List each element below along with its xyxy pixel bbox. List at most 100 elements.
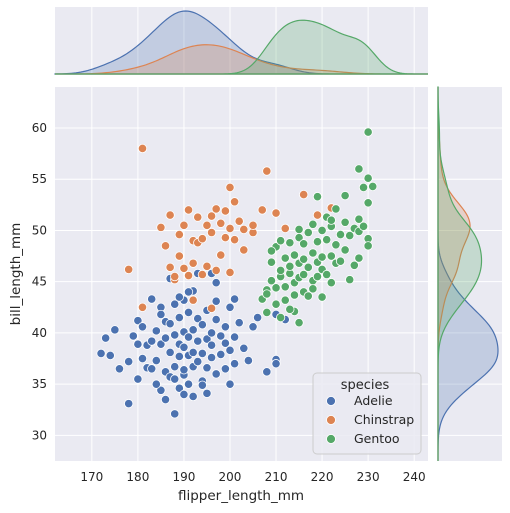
scatter-point-chinstrap [220,233,230,243]
scatter-point-gentoo [317,252,327,262]
scatter-point-chinstrap [202,220,212,230]
y-tick-label: 30 [32,428,47,442]
scatter-point-chinstrap [124,264,134,274]
scatter-point-gentoo [349,260,359,270]
scatter-point-adelie [170,362,180,372]
scatter-point-gentoo [276,236,286,246]
y-tick-label: 55 [32,172,47,186]
y-tick-label: 45 [32,275,47,289]
y-tick-label: 40 [32,326,47,340]
legend-marker-gentoo [326,434,336,444]
legend-box [312,372,422,455]
scatter-point-gentoo [303,291,313,301]
scatter-point-gentoo [280,282,290,292]
scatter-point-chinstrap [312,210,323,220]
x-axis-label: flipper_length_mm [178,488,304,504]
scatter-point-chinstrap [280,223,290,234]
scatter-point-chinstrap [188,258,198,268]
scatter-point-gentoo [308,248,318,258]
scatter-point-gentoo [331,240,341,250]
scatter-point-chinstrap [216,218,226,228]
scatter-point-chinstrap [137,143,148,154]
scatter-point-chinstrap [239,245,249,255]
scatter-point-gentoo [354,214,364,224]
scatter-point-chinstrap [234,216,244,226]
x-tick-label: 170 [80,470,103,484]
scatter-point-adelie [220,322,230,332]
scatter-point-adelie [170,299,180,309]
scatter-point-adelie [179,365,189,375]
y-axis-label: bill_length_mm [8,223,24,326]
x-tick-label: 220 [311,470,334,484]
scatter-point-gentoo [312,271,323,282]
scatter-point-gentoo [354,164,364,174]
scatter-point-adelie [170,409,180,419]
scatter-point-adelie [225,302,235,312]
scatter-point-adelie [216,331,226,341]
scatter-point-adelie [156,309,166,320]
scatter-point-adelie [128,331,138,341]
scatter-point-chinstrap [165,262,175,272]
scatter-point-gentoo [299,254,309,264]
x-tick-label: 180 [126,470,149,484]
scatter-point-gentoo [335,256,346,266]
scatter-point-chinstrap [137,302,148,312]
scatter-point-gentoo [326,215,336,225]
scatter-point-gentoo [363,173,373,183]
scatter-point-gentoo [368,181,378,191]
scatter-point-gentoo [262,289,272,299]
scatter-point-gentoo [266,246,277,256]
scatter-point-chinstrap [165,210,175,220]
scatter-point-adelie [225,379,235,389]
scatter-point-adelie [156,339,166,349]
scatter-point-gentoo [285,238,295,248]
scatter-point-gentoo [262,307,272,318]
scatter-point-gentoo [280,295,290,305]
scatter-point-gentoo [271,283,281,293]
scatter-point-gentoo [317,292,327,302]
scatter-point-adelie [101,333,111,343]
scatter-point-chinstrap [206,227,217,238]
scatter-point-adelie [202,388,212,398]
x-tick-label: 230 [357,470,380,484]
legend-title: species [341,378,390,393]
legend-marker-chinstrap [326,415,336,425]
scatter-point-adelie [206,352,217,363]
scatter-point-gentoo [322,269,332,280]
scatter-point-chinstrap [257,205,267,215]
scatter-point-adelie [211,278,221,288]
scatter-point-adelie [188,391,198,402]
scatter-point-adelie [160,333,171,343]
scatter-point-gentoo [358,221,369,231]
scatter-point-adelie [206,340,217,350]
scatter-point-chinstrap [183,205,194,215]
scatter-point-adelie [193,357,203,367]
scatter-point-chinstrap [225,223,235,234]
scatter-point-adelie [174,312,184,323]
scatter-point-adelie [234,318,244,328]
legend-marker-adelie [326,396,336,406]
scatter-point-adelie [165,319,175,329]
scatter-point-gentoo [308,219,318,229]
scatter-point-adelie [202,363,212,373]
scatter-point-adelie [174,383,184,393]
scatter-point-adelie [206,328,217,338]
scatter-point-chinstrap [211,204,221,214]
y-tick-label: 35 [32,377,47,391]
scatter-point-gentoo [294,224,304,235]
scatter-point-chinstrap [206,303,217,313]
scatter-point-gentoo [266,257,277,267]
scatter-point-gentoo [308,284,318,294]
top-marginal [54,7,428,75]
scatter-point-adelie [147,336,157,346]
scatter-point-adelie [160,394,171,405]
scatter-point-chinstrap [229,197,240,207]
legend-label-gentoo: Gentoo [354,431,400,446]
right-marginal-background [438,87,502,461]
scatter-point-chinstrap [197,269,207,280]
scatter-point-adelie [151,326,161,336]
scatter-point-adelie [110,325,120,335]
scatter-point-gentoo [326,251,336,261]
scatter-point-adelie [211,314,221,325]
scatter-point-adelie [271,359,281,369]
